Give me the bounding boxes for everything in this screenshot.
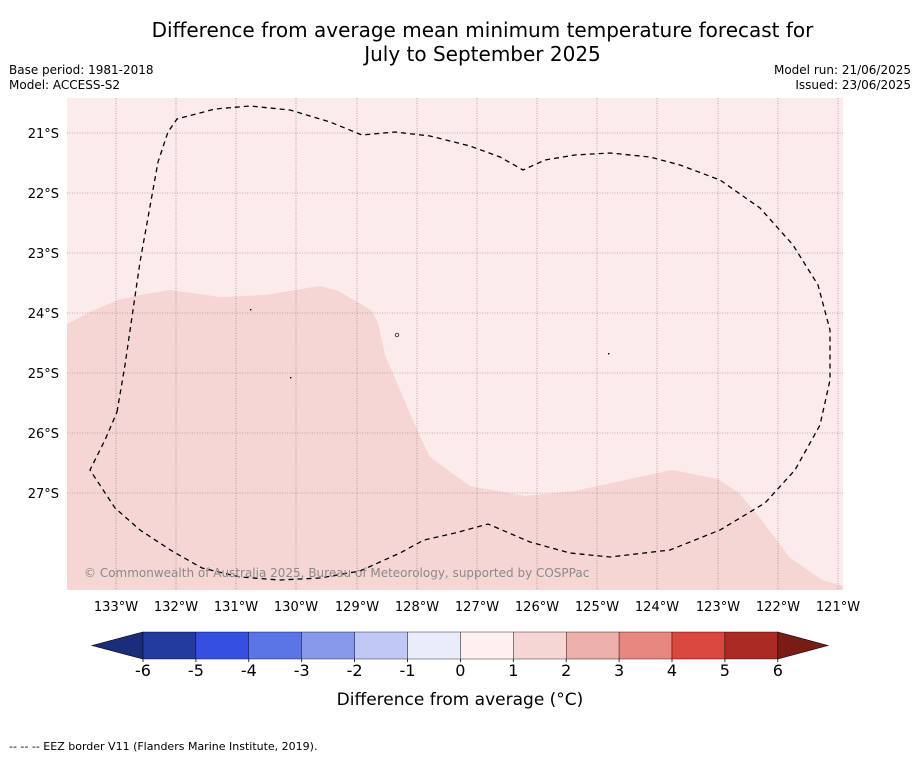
colorbar-tick-label: 3 [614, 661, 624, 680]
lat-label: 25°S [28, 367, 59, 382]
longitude-labels: 133°W 132°W 131°W 130°W 129°W 128°W 127°W 126°W… [94, 600, 860, 615]
map-gridlines [67, 98, 843, 590]
colorbar: -6 -5 -4 -3 -2 -1 0 1 2 3 4 5 6 [90, 631, 830, 680]
lon-label: 127°W [455, 600, 499, 615]
lon-label: 132°W [154, 600, 198, 615]
meta-left: Base period: 1981-2018 Model: ACCESS-S2 [9, 63, 154, 93]
eez-legend: -- -- -- EEZ border V11 (Flanders Marine… [9, 740, 318, 753]
model-run: Model run: 21/06/2025 [773, 63, 911, 77]
lon-label: 128°W [395, 600, 439, 615]
map-title: Difference from average mean minimum tem… [60, 18, 905, 66]
colorbar-tick-label: 5 [720, 661, 730, 680]
colorbar-segment [248, 631, 302, 660]
colorbar-segment [301, 631, 355, 660]
island-marker [250, 309, 252, 311]
lon-label: 133°W [94, 600, 138, 615]
latitude-labels: 21°S 22°S 23°S 24°S 25°S 26°S 27°S [28, 127, 59, 502]
lon-label: 129°W [335, 600, 379, 615]
colorbar-tick-label: -5 [188, 661, 204, 680]
lon-label: 124°W [635, 600, 679, 615]
lat-label: 22°S [28, 187, 59, 202]
colorbar-tick-label: 2 [561, 661, 571, 680]
lon-label: 126°W [515, 600, 559, 615]
small-islands [250, 309, 610, 379]
lat-label: 23°S [28, 247, 59, 262]
issued-date: Issued: 23/06/2025 [795, 78, 911, 92]
lon-label: 123°W [696, 600, 740, 615]
colorbar-segment [460, 631, 514, 660]
colorbar-segment [195, 631, 249, 660]
colorbar-under-arrow [90, 631, 144, 660]
lon-label: 121°W [816, 600, 860, 615]
colorbar-tick-label: -3 [294, 661, 310, 680]
colorbar-tick-label: -1 [400, 661, 416, 680]
lat-label: 21°S [28, 127, 59, 142]
lon-label: 131°W [214, 600, 258, 615]
colorbar-over-arrow [777, 631, 830, 660]
anomaly-zone-1-to-2 [67, 286, 843, 590]
title-line-1: Difference from average mean minimum tem… [151, 18, 814, 42]
colorbar-segment [407, 631, 461, 660]
colorbar-segment [671, 631, 726, 660]
colorbar-segment [354, 631, 408, 660]
colorbar-tick-label: 4 [667, 661, 677, 680]
colorbar-tick-label: -4 [241, 661, 257, 680]
colorbar-tick-label: 0 [455, 661, 465, 680]
colorbar-segment [618, 631, 673, 660]
lon-label: 125°W [575, 600, 619, 615]
colorbar-title: Difference from average (°C) [337, 690, 584, 710]
title-line-2: July to September 2025 [364, 42, 601, 66]
colorbar-segment [724, 631, 779, 660]
colorbar-segment [142, 631, 197, 660]
base-period: Base period: 1981-2018 [9, 63, 154, 77]
meta-right: Model run: 21/06/2025 Issued: 23/06/2025 [774, 63, 911, 93]
colorbar-segment [513, 631, 567, 660]
colorbar-segment [566, 631, 620, 660]
colorbar-tick-label: 6 [773, 661, 783, 680]
colorbar-tick-label: 1 [508, 661, 518, 680]
model-name: Model: ACCESS-S2 [9, 78, 121, 92]
colorbar-tick-label: -2 [347, 661, 363, 680]
island-marker [290, 377, 292, 379]
map-plot-area: © Commonwealth of Australia 2025, Bureau… [67, 98, 843, 590]
island-marker [394, 332, 400, 338]
lat-label: 24°S [28, 307, 59, 322]
lon-label: 122°W [756, 600, 800, 615]
lat-label: 27°S [28, 487, 59, 502]
island-marker [608, 353, 610, 355]
lat-label: 26°S [28, 427, 59, 442]
colorbar-tick-label: -6 [135, 661, 151, 680]
copyright-notice: © Commonwealth of Australia 2025, Bureau… [84, 566, 589, 580]
lon-label: 130°W [274, 600, 318, 615]
